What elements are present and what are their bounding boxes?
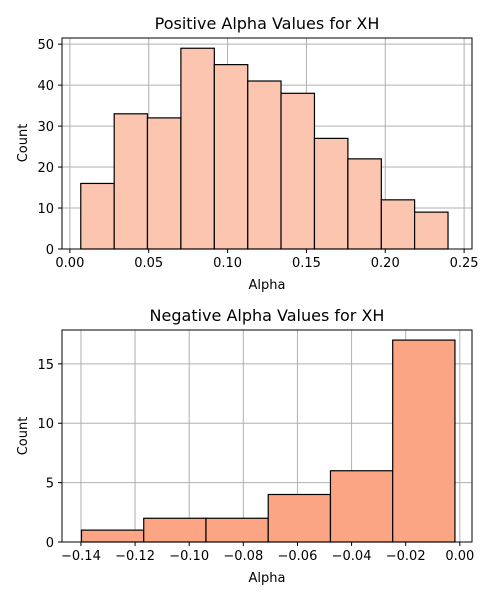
x-tick-label: −0.08 bbox=[223, 549, 263, 564]
y-axis-label: Count bbox=[16, 124, 31, 163]
histogram-bar bbox=[267, 493, 332, 543]
positive-alpha-chart: Positive Alpha Values for XH 0.00 0.05 0.1… bbox=[16, 14, 479, 293]
y-tick-label: 15 bbox=[37, 358, 54, 373]
histogram-bar bbox=[329, 470, 394, 543]
histogram-bar bbox=[205, 517, 269, 543]
y-tick-label: 30 bbox=[37, 120, 54, 135]
y-tick-label: 20 bbox=[37, 161, 54, 176]
histogram-bar bbox=[280, 92, 316, 250]
y-tick-label: 0 bbox=[46, 243, 54, 258]
plot-frame bbox=[61, 329, 473, 543]
x-tick-label: 0.00 bbox=[55, 256, 84, 271]
bars bbox=[80, 339, 456, 543]
x-tick-label: −0.12 bbox=[115, 549, 155, 564]
histogram-bar bbox=[213, 64, 249, 250]
x-tick-label: 0.15 bbox=[292, 256, 321, 271]
histogram-bar bbox=[313, 137, 349, 250]
x-tick-label: 0.00 bbox=[445, 549, 474, 564]
x-tick-label: −0.14 bbox=[61, 549, 101, 564]
x-tick-label: −0.10 bbox=[169, 549, 209, 564]
x-axis-label: Alpha bbox=[249, 278, 286, 293]
histogram-bar bbox=[347, 158, 382, 250]
y-ticks: 0 10 20 30 40 50 bbox=[37, 38, 62, 258]
y-tick-label: 50 bbox=[37, 38, 54, 53]
chart-title: Negative Alpha Values for XH bbox=[150, 306, 385, 325]
histogram-bar bbox=[380, 199, 416, 250]
bars bbox=[80, 47, 449, 250]
x-tick-label: −0.04 bbox=[332, 549, 372, 564]
x-axis-label: Alpha bbox=[249, 571, 286, 586]
plot-frame bbox=[61, 37, 473, 250]
negative-alpha-chart: Negative Alpha Values for XH −0.14 −0.12−… bbox=[16, 306, 474, 586]
x-tick-label: −0.06 bbox=[278, 549, 318, 564]
x-tick-label: 0.10 bbox=[213, 256, 242, 271]
histogram-bar bbox=[180, 47, 215, 250]
y-axis-label: Count bbox=[16, 417, 31, 456]
histogram-bar bbox=[247, 80, 282, 250]
x-tick-label: 0.05 bbox=[134, 256, 163, 271]
x-ticks: −0.14 −0.12 −0.10 −0.08 −0.06 −0.04 −0.02 0.00 bbox=[61, 542, 474, 564]
y-tick-label: 10 bbox=[37, 417, 54, 432]
x-tick-label: 0.20 bbox=[371, 256, 400, 271]
histogram-bar bbox=[392, 339, 456, 543]
histogram-bar bbox=[143, 517, 207, 543]
histogram-bar bbox=[80, 529, 145, 543]
y-ticks: 0 5 10 15 bbox=[37, 358, 62, 551]
x-tick-label: −0.02 bbox=[386, 549, 426, 564]
y-tick-label: 5 bbox=[46, 477, 54, 492]
histogram-bar bbox=[146, 117, 182, 250]
x-ticks: 0.00 0.05 0.10 0.15 0.20 0.25 bbox=[55, 249, 479, 271]
chart-title: Positive Alpha Values for XH bbox=[155, 14, 380, 33]
y-tick-label: 0 bbox=[46, 536, 54, 551]
histogram-bar bbox=[113, 113, 149, 250]
y-tick-label: 10 bbox=[37, 202, 54, 217]
y-tick-label: 40 bbox=[37, 79, 54, 94]
x-tick-label: 0.25 bbox=[450, 256, 479, 271]
histogram-bar bbox=[414, 211, 449, 250]
histogram-bar bbox=[80, 182, 115, 250]
